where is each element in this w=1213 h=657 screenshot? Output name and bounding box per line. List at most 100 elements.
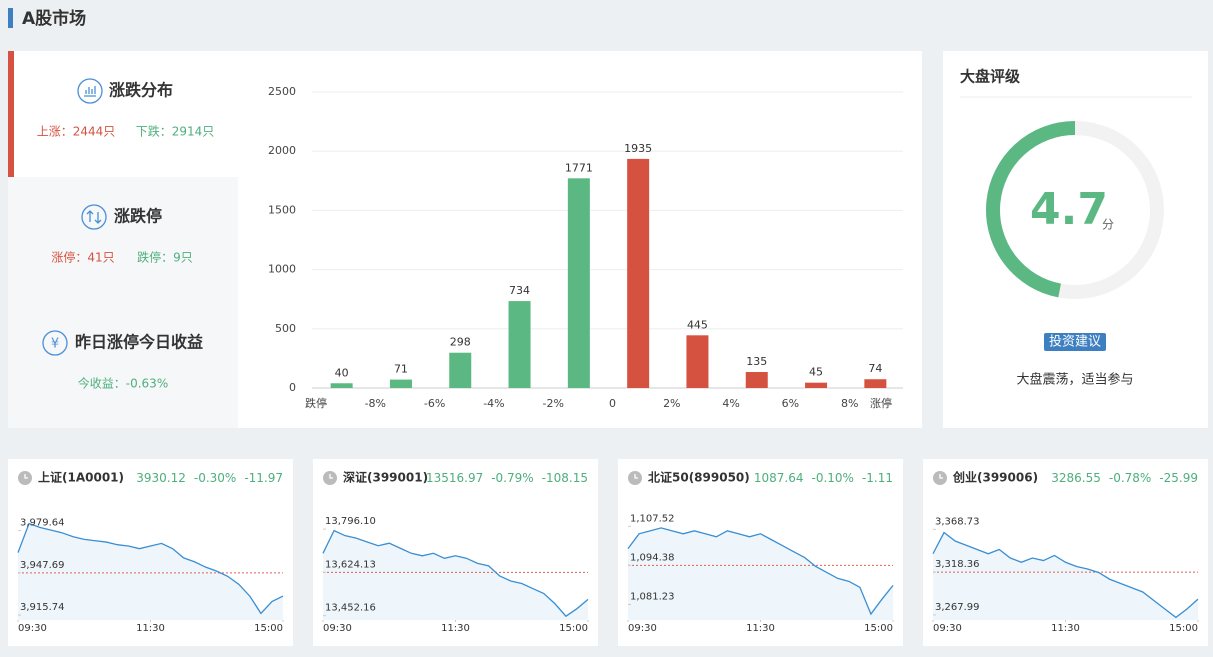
x-tick-label: -6% <box>424 397 445 410</box>
value-label: 298 <box>450 336 471 349</box>
index-quote: 3930.12 -0.30% -11.97 <box>136 471 283 485</box>
x-tick-label: 09:30 <box>323 623 352 634</box>
score: 4.7 <box>1030 184 1108 235</box>
sidebar-stat: 今收益：-0.63% <box>78 376 168 391</box>
rating-title: 大盘评级 <box>960 68 1021 86</box>
icon: ¥ <box>51 337 59 352</box>
value-label: 445 <box>687 318 708 331</box>
sidebar-stat: 涨停：41只 <box>51 250 114 265</box>
y-tick-label: 3,979.64 <box>20 518 65 529</box>
value-label: 71 <box>394 363 408 376</box>
value-label: 74 <box>868 362 882 375</box>
icon <box>42 330 68 356</box>
y-tick-label: 13,452.16 <box>325 603 376 614</box>
value-label: 40 <box>335 366 349 379</box>
clock-icon <box>24 474 28 479</box>
bar <box>864 379 887 388</box>
y-tick-label: 3,915.74 <box>20 602 65 613</box>
index-change-pct: -0.78% <box>1109 471 1151 485</box>
index-quote: 13516.97 -0.79% -108.15 <box>426 471 588 485</box>
advice-text: 大盘震荡，适当参与 <box>1016 372 1133 388</box>
sidebar-title: 涨跌分布 <box>109 81 173 100</box>
y-tick-label: 0 <box>289 381 296 394</box>
x-tick-label: 15:00 <box>559 623 588 634</box>
y-tick-label: 2500 <box>268 85 296 98</box>
index-change: -11.97 <box>244 471 283 485</box>
sidebar-stat: 跌停：9只 <box>137 250 193 265</box>
y-tick-label: 1,107.52 <box>630 513 675 524</box>
bar <box>330 383 353 388</box>
advice-button[interactable] <box>1044 333 1106 351</box>
value-label: 1771 <box>565 161 593 174</box>
icon <box>84 86 96 97</box>
sidebar-gray <box>8 177 238 428</box>
clock-icon <box>634 474 638 479</box>
y-tick-label: 2000 <box>268 144 296 157</box>
x-tick-label: 2% <box>663 397 680 410</box>
index-price: 1087.64 <box>754 471 804 485</box>
icon <box>77 78 103 104</box>
rating-panel <box>943 51 1208 428</box>
y-tick-label: 3,267.99 <box>935 602 980 613</box>
x-tick-label: 涨停 <box>870 396 892 410</box>
y-tick-label: 1,081.23 <box>630 591 675 602</box>
y-tick-label: 3,368.73 <box>935 516 980 527</box>
x-tick-label: -4% <box>483 397 504 410</box>
x-tick-label: 09:30 <box>933 623 962 634</box>
y-tick-label: 3,947.69 <box>20 560 65 571</box>
bar <box>805 382 828 388</box>
index-price: 13516.97 <box>426 471 483 485</box>
index-quote: 3286.55 -0.78% -25.99 <box>1051 471 1198 485</box>
y-tick-label: 3,318.36 <box>935 559 980 570</box>
bar <box>508 301 531 388</box>
advice-button-label[interactable]: 投资建议 <box>1049 334 1101 350</box>
value-label: 135 <box>746 355 767 368</box>
x-tick-label: 4% <box>722 397 739 410</box>
bar <box>627 158 650 388</box>
index-name: 深证(399001) <box>343 470 428 485</box>
bar <box>745 372 768 388</box>
x-tick-label: 11:30 <box>1051 623 1080 634</box>
area-fill <box>628 527 893 620</box>
sidebar-title: 昨日涨停今日收益 <box>75 333 203 352</box>
sidebar-stat: 上涨：2444只 <box>37 124 116 139</box>
x-tick-label: 8% <box>841 397 858 410</box>
x-tick-label: 09:30 <box>18 623 47 634</box>
index-quote: 1087.64 -0.10% -1.11 <box>754 471 893 485</box>
area-fill <box>933 532 1198 620</box>
index-price: 3286.55 <box>1051 471 1101 485</box>
clock-icon <box>329 474 333 479</box>
active-marker <box>8 51 14 177</box>
x-tick-label: 11:30 <box>441 623 470 634</box>
x-tick-label: 11:30 <box>136 623 165 634</box>
score-unit: 分 <box>1102 218 1114 232</box>
icons: ¥ <box>42 78 107 356</box>
icon <box>86 210 102 224</box>
y-tick-label: 13,624.13 <box>325 559 376 570</box>
icon <box>81 204 107 230</box>
index-price: 3930.12 <box>136 471 186 485</box>
y-tick-label: 500 <box>275 322 296 335</box>
x-tick-label: 09:30 <box>628 623 657 634</box>
price-line <box>322 529 589 618</box>
x-tick-label: 0 <box>609 397 616 410</box>
y-tick-label: 1000 <box>268 263 296 276</box>
x-tick-label: -8% <box>365 397 386 410</box>
value-label: 45 <box>809 366 823 379</box>
index-name: 北证50(899050) <box>648 470 750 485</box>
index-change-pct: -0.30% <box>194 471 236 485</box>
area-fill <box>323 530 588 620</box>
x-tick-label: 6% <box>782 397 799 410</box>
page-title: A股市场 <box>22 8 86 29</box>
title-bar <box>8 8 13 28</box>
price-line <box>932 531 1199 619</box>
bar <box>686 335 709 388</box>
index-change: -108.15 <box>542 471 588 485</box>
price-line <box>17 522 284 615</box>
x-tick-label: 跌停 <box>305 396 327 410</box>
x-tick-label: 15:00 <box>254 623 283 634</box>
bar <box>449 352 472 388</box>
index-change-pct: -0.79% <box>491 471 533 485</box>
clock-icon <box>939 474 943 479</box>
